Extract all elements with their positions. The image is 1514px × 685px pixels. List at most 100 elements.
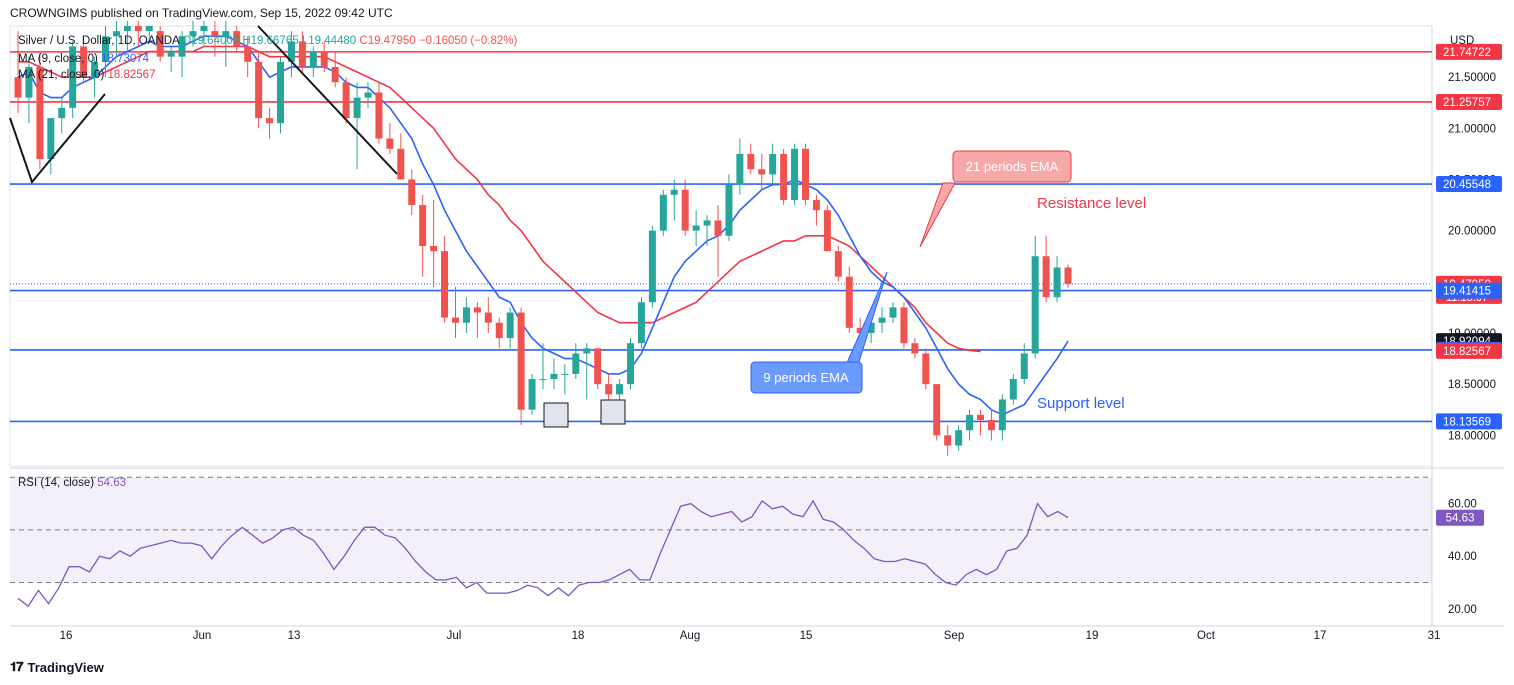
candle-body <box>495 322 503 339</box>
time-tick-label: 16 <box>60 630 73 642</box>
resistance-label: Resistance level <box>1037 195 1146 212</box>
price-tick-label: 18.00000 <box>1448 430 1496 442</box>
price-axis-label: 19.41415 <box>1443 286 1491 298</box>
tradingview-logo-text: TradingView <box>27 659 104 675</box>
time-tick-label: 31 <box>1428 630 1441 642</box>
candle-body <box>167 51 175 57</box>
candle-body <box>298 41 306 67</box>
candle-body <box>977 414 984 420</box>
price-tick-label: 21.00000 <box>1448 123 1496 135</box>
annotations: 21 periods EMA 9 periods EMA Resistance le… <box>9 25 1146 428</box>
candle-body <box>572 353 580 374</box>
candle-body <box>69 46 77 108</box>
candle-body <box>703 220 711 226</box>
candle-body <box>200 26 208 32</box>
ma9-value: 18.73074 <box>101 53 150 65</box>
time-tick-label: 13 <box>288 630 301 642</box>
price-axis-label: 21.74722 <box>1443 47 1491 59</box>
tradingview-logo[interactable]: 𝟏𝟕 TradingView <box>10 659 104 675</box>
symbol-legend: Silver / U.S. Dollar, 1D, OANDA O19.6400… <box>18 35 517 47</box>
candle-body <box>637 302 645 344</box>
trend-line-zigzag <box>9 93 106 185</box>
candle-body <box>802 148 809 200</box>
candle-body <box>998 399 1006 431</box>
candle-body <box>725 184 733 236</box>
candle-body <box>670 189 678 195</box>
candle-body <box>145 26 153 32</box>
candle-body <box>287 41 295 62</box>
candle-body <box>736 153 744 185</box>
rsi-tick-label: 20.00 <box>1448 604 1477 616</box>
candle-body <box>911 343 919 354</box>
candle-body <box>25 66 33 98</box>
price-axis-label: 18.13569 <box>1443 416 1491 428</box>
rsi-legend-value: 54.63 <box>97 477 127 489</box>
candle-body <box>397 148 405 180</box>
candle-body <box>594 348 602 385</box>
candle-body <box>156 31 164 57</box>
time-tick-label: Jul <box>447 630 462 642</box>
candle-body <box>484 312 492 323</box>
ema21-callout-pointer <box>919 182 956 248</box>
grid-lines <box>9 25 1504 627</box>
candle-body <box>178 36 186 57</box>
candle-body <box>692 225 700 231</box>
time-tick-label: Oct <box>1197 630 1216 642</box>
candle-body <box>966 414 974 431</box>
candle-body <box>233 31 241 47</box>
candle-body <box>386 138 394 149</box>
rsi-legend[interactable]: RSI (14, close) 54.63 <box>18 477 126 489</box>
rsi-value-box <box>1436 509 1484 526</box>
candle-body <box>244 46 252 62</box>
rsi-tick-label: 40.00 <box>1448 551 1477 563</box>
ma9-legend[interactable]: MA (9, close, 0) 18.73074 <box>18 53 149 65</box>
tradingview-logo-icon: 𝟏𝟕 <box>10 659 24 674</box>
support-label: Support level <box>1037 395 1125 412</box>
candle-body <box>331 66 339 83</box>
candle-body <box>1031 256 1039 354</box>
rsi-line <box>17 499 1069 608</box>
ohlc-values: O19.64000 H19.66765 L19.44480 <box>182 35 357 47</box>
candle-body <box>134 26 142 32</box>
candle-body <box>452 317 459 323</box>
candle-body <box>1064 267 1072 284</box>
time-tick-label: 15 <box>800 630 813 642</box>
support-box <box>543 402 569 428</box>
ma21-legend[interactable]: MA (21, close, 0) 18.82567 <box>18 69 155 81</box>
ema21-callout-box <box>952 150 1072 183</box>
candle-body <box>222 31 230 37</box>
candle-body <box>1020 353 1028 380</box>
candle-body <box>364 92 372 98</box>
candle-body <box>353 97 361 119</box>
candle-body <box>681 189 689 231</box>
axes: USD18.0000018.5000019.0000019.5000020.00… <box>60 35 1502 642</box>
candle-body <box>1053 267 1061 298</box>
candle-body <box>528 379 536 410</box>
ma21-value: 18.82567 <box>107 69 156 81</box>
candle-body <box>36 66 44 160</box>
candle-body <box>430 246 438 252</box>
candle-body <box>944 435 952 446</box>
price-axis-label-box <box>1436 413 1502 430</box>
price-axis-label-box <box>1436 342 1502 359</box>
candle-body <box>627 343 634 385</box>
candle-body <box>506 312 514 339</box>
candle-body <box>823 210 831 252</box>
candle-body <box>91 61 99 78</box>
symbol-name[interactable]: Silver / U.S. Dollar, 1D, OANDA <box>18 35 180 47</box>
candle-body <box>714 220 722 236</box>
candle-body <box>1009 379 1017 400</box>
support-box <box>600 399 626 425</box>
time-tick-label: 18 <box>572 630 585 642</box>
candle-body <box>889 307 897 318</box>
candle-body <box>780 153 788 200</box>
candle-body <box>539 379 547 381</box>
time-tick-label: Aug <box>680 630 700 642</box>
candle-body <box>309 51 317 67</box>
candle-body <box>758 169 766 175</box>
main-pane-frame <box>9 25 1433 467</box>
candles <box>14 20 1072 456</box>
time-tick-label: Sep <box>944 630 964 642</box>
candle-body <box>812 199 820 211</box>
